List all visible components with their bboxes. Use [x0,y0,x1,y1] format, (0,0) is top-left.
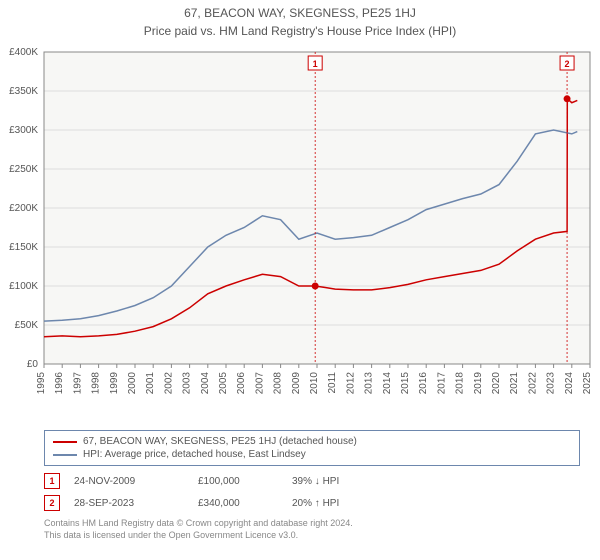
legend-box: 67, BEACON WAY, SKEGNESS, PE25 1HJ (deta… [44,430,580,466]
svg-text:2013: 2013 [364,372,375,395]
legend-label: 67, BEACON WAY, SKEGNESS, PE25 1HJ (deta… [83,436,357,447]
svg-text:2: 2 [565,59,570,69]
footer: Contains HM Land Registry data © Crown c… [44,518,580,541]
title-main: 67, BEACON WAY, SKEGNESS, PE25 1HJ [0,0,600,20]
svg-text:2006: 2006 [236,372,247,395]
svg-text:2002: 2002 [163,372,174,395]
svg-text:2004: 2004 [200,372,211,395]
sale-date: 28-SEP-2023 [74,498,184,509]
svg-text:2011: 2011 [327,372,338,394]
svg-text:2012: 2012 [345,372,356,395]
svg-text:2021: 2021 [509,372,520,395]
svg-text:2020: 2020 [491,372,502,395]
sale-marker-label: 2 [49,498,54,508]
svg-text:2017: 2017 [436,372,447,395]
legend-row: HPI: Average price, detached house, East… [53,448,571,461]
svg-text:2025: 2025 [582,372,593,395]
svg-text:1999: 1999 [109,372,120,395]
sale-marker-label: 1 [49,476,54,486]
legend-row: 67, BEACON WAY, SKEGNESS, PE25 1HJ (deta… [53,435,571,448]
svg-text:2005: 2005 [218,372,229,395]
svg-text:£150K: £150K [9,242,38,253]
sale-marker-icon: 2 [44,495,60,511]
svg-text:2016: 2016 [418,372,429,395]
sale-marker-icon: 1 [44,473,60,489]
svg-text:2024: 2024 [564,372,575,395]
svg-text:1: 1 [313,59,318,69]
svg-text:£200K: £200K [9,203,38,214]
chart-container: 67, BEACON WAY, SKEGNESS, PE25 1HJ Price… [0,0,600,560]
sale-price: £100,000 [198,476,278,487]
svg-text:2007: 2007 [254,372,265,395]
svg-text:£400K: £400K [9,47,38,58]
sale-rows: 1 24-NOV-2009 £100,000 39% ↓ HPI 2 28-SE… [44,470,580,514]
svg-text:2000: 2000 [127,372,138,395]
svg-text:2009: 2009 [291,372,302,395]
svg-text:2010: 2010 [309,372,320,395]
svg-text:2008: 2008 [273,372,284,395]
svg-text:£300K: £300K [9,125,38,136]
svg-text:£250K: £250K [9,164,38,175]
footer-line: This data is licensed under the Open Gov… [44,530,580,542]
svg-text:£0: £0 [27,359,39,370]
svg-text:1995: 1995 [36,372,47,395]
svg-text:1998: 1998 [91,372,102,395]
footer-line: Contains HM Land Registry data © Crown c… [44,518,580,530]
svg-text:1996: 1996 [54,372,65,395]
sale-row: 1 24-NOV-2009 £100,000 39% ↓ HPI [44,470,580,492]
svg-text:2001: 2001 [145,372,156,395]
svg-text:2019: 2019 [473,372,484,395]
legend-swatch [53,454,77,456]
svg-text:2015: 2015 [400,372,411,395]
svg-text:2023: 2023 [546,372,557,395]
line-chart: £0 £50K £100K £150K £200K £250K £300K £350K £400… [0,44,600,424]
svg-text:2018: 2018 [455,372,466,395]
chart-area: £0 £50K £100K £150K £200K £250K £300K £350K £400… [0,44,600,424]
sale-date: 24-NOV-2009 [74,476,184,487]
title-sub: Price paid vs. HM Land Registry's House … [0,20,600,44]
svg-text:2022: 2022 [527,372,538,395]
svg-text:2003: 2003 [182,372,193,395]
svg-text:2014: 2014 [382,372,393,395]
svg-text:1997: 1997 [72,372,83,395]
sale-diff: 39% ↓ HPI [292,476,372,487]
svg-text:£100K: £100K [9,281,38,292]
legend-swatch [53,441,77,443]
svg-text:£350K: £350K [9,86,38,97]
svg-text:£50K: £50K [15,320,39,331]
sale-diff: 20% ↑ HPI [292,498,372,509]
sale-price: £340,000 [198,498,278,509]
legend-label: HPI: Average price, detached house, East… [83,449,306,460]
sale-row: 2 28-SEP-2023 £340,000 20% ↑ HPI [44,492,580,514]
